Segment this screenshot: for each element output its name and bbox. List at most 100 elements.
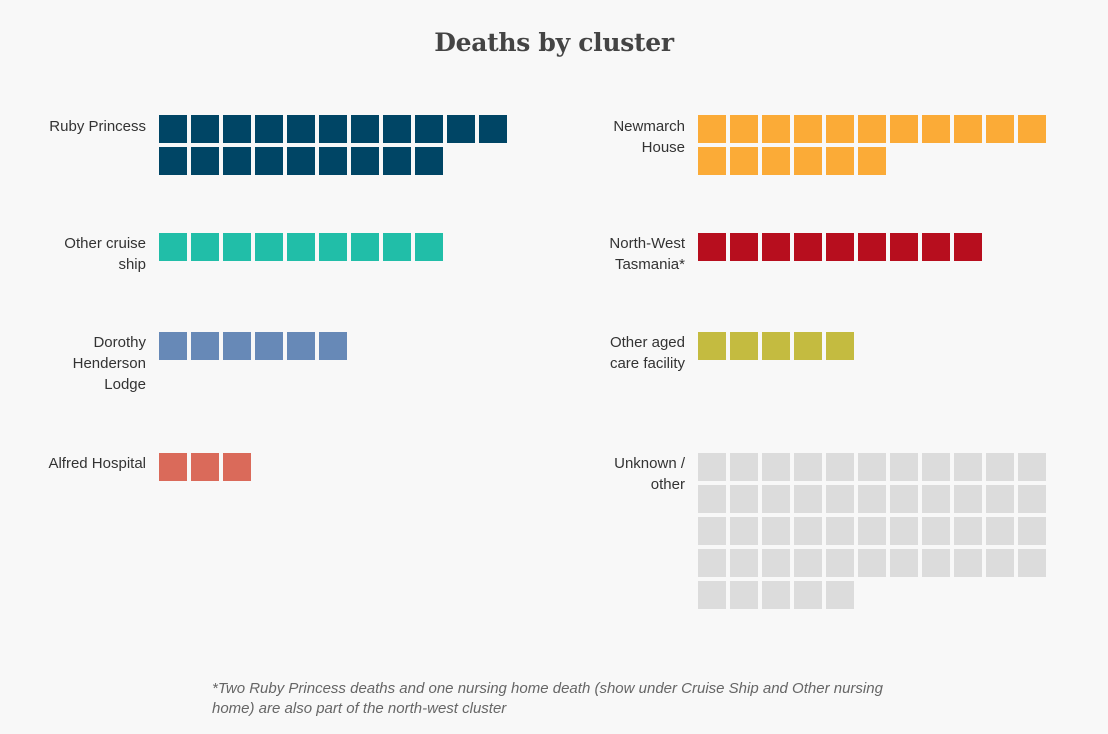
- waffle-cell: [922, 549, 950, 577]
- waffle-cell: [762, 332, 790, 360]
- waffle-cell: [223, 453, 251, 481]
- waffle-cell: [223, 332, 251, 360]
- waffle-cell: [730, 517, 758, 545]
- waffle-cell: [954, 453, 982, 481]
- waffle-cell: [858, 147, 886, 175]
- waffle-cell: [191, 147, 219, 175]
- waffle-cell: [383, 147, 411, 175]
- waffle-cell: [762, 147, 790, 175]
- waffle-cell: [922, 233, 950, 261]
- waffle-cell: [762, 233, 790, 261]
- waffle-cell: [858, 517, 886, 545]
- waffle-cell: [698, 332, 726, 360]
- waffle-cell: [698, 147, 726, 175]
- waffle-cell: [794, 332, 822, 360]
- waffle-cell: [762, 517, 790, 545]
- waffle-cell: [826, 581, 854, 609]
- waffle-cell: [794, 517, 822, 545]
- waffle-cell: [255, 115, 283, 143]
- waffle-cell: [826, 485, 854, 513]
- waffle-cell: [730, 581, 758, 609]
- waffle-cell: [954, 115, 982, 143]
- waffle-cell: [762, 581, 790, 609]
- waffle-cell: [986, 485, 1014, 513]
- waffle-cell: [191, 115, 219, 143]
- waffle-cell: [986, 549, 1014, 577]
- waffle-cell: [415, 147, 443, 175]
- waffle-cell: [730, 147, 758, 175]
- waffle-cell: [858, 453, 886, 481]
- waffle-cell: [383, 233, 411, 261]
- waffle-cell: [255, 147, 283, 175]
- waffle-cell: [954, 549, 982, 577]
- waffle-cell: [858, 233, 886, 261]
- group-label-unknown-other: Unknown / other: [614, 455, 685, 493]
- waffle-cell: [255, 332, 283, 360]
- waffle-cell: [826, 115, 854, 143]
- waffle-cell: [415, 233, 443, 261]
- waffle-cell: [1018, 485, 1046, 513]
- waffle-cell: [762, 453, 790, 481]
- waffle-cell: [762, 115, 790, 143]
- waffle-cell: [698, 453, 726, 481]
- waffle-cell: [794, 453, 822, 481]
- waffle-cell: [698, 517, 726, 545]
- group-label-alfred-hospital: Alfred Hospital: [48, 455, 146, 472]
- waffle-cell: [922, 485, 950, 513]
- waffle-cell: [479, 115, 507, 143]
- footnote: *Two Ruby Princess deaths and one nursin…: [212, 680, 883, 717]
- waffle-cell: [159, 332, 187, 360]
- waffle-cell: [1018, 453, 1046, 481]
- waffle-cell: [191, 332, 219, 360]
- waffle-cell: [319, 115, 347, 143]
- waffle-cell: [351, 147, 379, 175]
- waffle-cell: [986, 517, 1014, 545]
- waffle-cell: [730, 549, 758, 577]
- waffle-cell: [826, 147, 854, 175]
- waffle-cell: [826, 517, 854, 545]
- waffle-cell: [890, 115, 918, 143]
- waffle-cell: [826, 549, 854, 577]
- waffle-cell: [159, 115, 187, 143]
- waffle-cell: [1018, 115, 1046, 143]
- waffle-cell: [1018, 549, 1046, 577]
- waffle-cell: [794, 485, 822, 513]
- waffle-cell: [826, 332, 854, 360]
- waffle-cell: [890, 453, 918, 481]
- waffle-cell: [351, 233, 379, 261]
- waffle-cell: [698, 581, 726, 609]
- waffle-cell: [730, 115, 758, 143]
- waffle-cell: [698, 233, 726, 261]
- waffle-cell: [319, 332, 347, 360]
- waffle-cell: [1018, 517, 1046, 545]
- waffle-cell: [223, 147, 251, 175]
- waffle-cell: [794, 581, 822, 609]
- waffle-cell: [890, 485, 918, 513]
- waffle-cell: [698, 115, 726, 143]
- waffle-cell: [858, 485, 886, 513]
- waffle-cell: [730, 233, 758, 261]
- waffle-cell: [762, 485, 790, 513]
- waffle-cell: [287, 233, 315, 261]
- waffle-cell: [986, 453, 1014, 481]
- waffle-cell: [826, 233, 854, 261]
- group-label-other-cruise-ship: Other cruise ship: [64, 235, 146, 273]
- waffle-cell: [922, 517, 950, 545]
- waffle-cell: [287, 147, 315, 175]
- group-label-ruby-princess: Ruby Princess: [49, 118, 146, 135]
- waffle-cell: [730, 453, 758, 481]
- waffle-cell: [794, 233, 822, 261]
- waffle-cell: [794, 115, 822, 143]
- waffle-cell: [794, 147, 822, 175]
- waffle-cell: [383, 115, 411, 143]
- waffle-cell: [890, 517, 918, 545]
- waffle-cell: [794, 549, 822, 577]
- waffle-cell: [730, 485, 758, 513]
- group-label-north-west-tasmania: North-West Tasmania*: [609, 235, 685, 273]
- waffle-cell: [319, 233, 347, 261]
- waffle-cell: [191, 453, 219, 481]
- waffle-cell: [890, 233, 918, 261]
- waffle-cell: [415, 115, 443, 143]
- waffle-cell: [159, 147, 187, 175]
- group-label-other-aged-care-facility: Other aged care facility: [609, 334, 685, 372]
